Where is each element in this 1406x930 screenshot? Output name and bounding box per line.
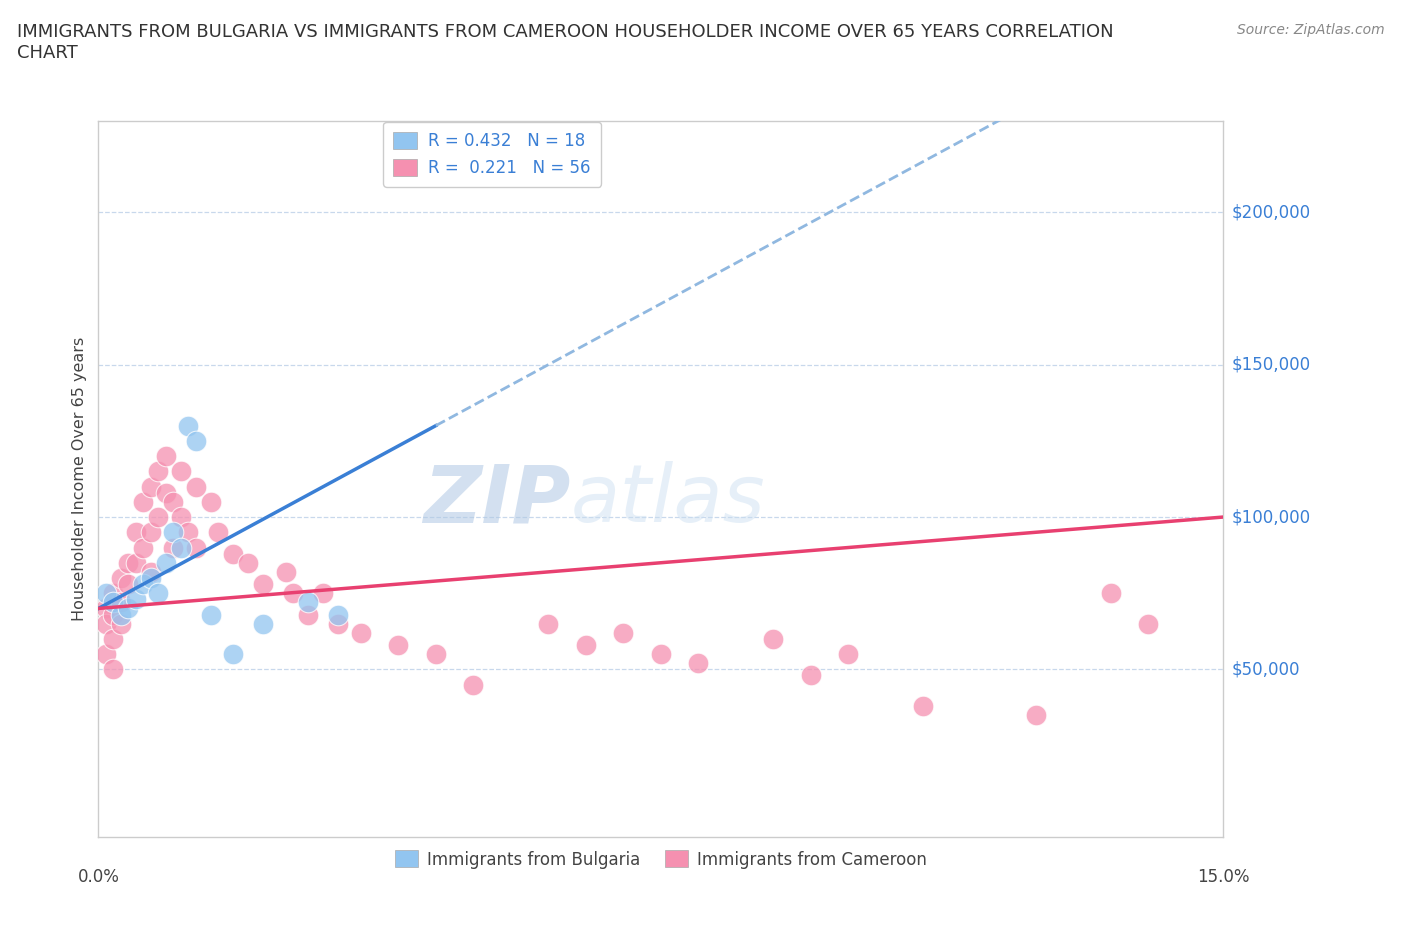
Point	[103, 662, 125, 677]
Point	[139, 565, 162, 579]
Point	[103, 586, 125, 601]
Text: $200,000: $200,000	[1232, 204, 1310, 221]
Point	[274, 565, 297, 579]
Point	[222, 546, 245, 561]
Point	[125, 525, 148, 539]
Point	[139, 479, 162, 494]
Point	[387, 638, 409, 653]
Text: ZIP: ZIP	[423, 461, 571, 539]
Point	[297, 607, 319, 622]
Point	[117, 577, 139, 591]
Point	[283, 586, 305, 601]
Text: 15.0%: 15.0%	[1197, 868, 1250, 885]
Point	[94, 601, 117, 616]
Point	[110, 607, 132, 622]
Point	[110, 595, 132, 610]
Point	[162, 525, 184, 539]
Point	[125, 555, 148, 570]
Point	[170, 464, 193, 479]
Point	[1099, 586, 1122, 601]
Point	[117, 555, 139, 570]
Point	[425, 646, 447, 661]
Point	[155, 448, 177, 463]
Point	[912, 698, 935, 713]
Point	[800, 668, 823, 683]
Point	[207, 525, 229, 539]
Point	[177, 418, 200, 433]
Point	[252, 617, 274, 631]
Point	[252, 577, 274, 591]
Point	[155, 555, 177, 570]
Point	[762, 631, 785, 646]
Point	[837, 646, 859, 661]
Point	[170, 510, 193, 525]
Point	[200, 607, 222, 622]
Point	[463, 677, 485, 692]
Point	[575, 638, 598, 653]
Text: 0.0%: 0.0%	[77, 868, 120, 885]
Point	[184, 433, 207, 448]
Point	[222, 646, 245, 661]
Point	[537, 617, 560, 631]
Text: $50,000: $50,000	[1232, 660, 1301, 678]
Point	[1025, 708, 1047, 723]
Point	[110, 617, 132, 631]
Point	[148, 586, 170, 601]
Point	[238, 555, 260, 570]
Point	[312, 586, 335, 601]
Point	[110, 570, 132, 585]
Point	[148, 510, 170, 525]
Point	[155, 485, 177, 500]
Point	[94, 617, 117, 631]
Point	[94, 586, 117, 601]
Point	[170, 540, 193, 555]
Point	[132, 495, 155, 510]
Point	[162, 540, 184, 555]
Point	[139, 525, 162, 539]
Point	[650, 646, 672, 661]
Point	[297, 595, 319, 610]
Point	[1137, 617, 1160, 631]
Point	[688, 656, 710, 671]
Point	[132, 540, 155, 555]
Point	[117, 601, 139, 616]
Point	[139, 570, 162, 585]
Point	[103, 631, 125, 646]
Y-axis label: Householder Income Over 65 years: Householder Income Over 65 years	[72, 337, 87, 621]
Point	[125, 591, 148, 606]
Point	[184, 540, 207, 555]
Text: atlas: atlas	[571, 461, 766, 539]
Legend: Immigrants from Bulgaria, Immigrants from Cameroon: Immigrants from Bulgaria, Immigrants fro…	[388, 844, 934, 875]
Text: $150,000: $150,000	[1232, 355, 1310, 374]
Point	[148, 464, 170, 479]
Point	[350, 625, 373, 640]
Text: $100,000: $100,000	[1232, 508, 1310, 526]
Point	[177, 525, 200, 539]
Point	[612, 625, 634, 640]
Point	[162, 495, 184, 510]
Point	[184, 479, 207, 494]
Text: IMMIGRANTS FROM BULGARIA VS IMMIGRANTS FROM CAMEROON HOUSEHOLDER INCOME OVER 65 : IMMIGRANTS FROM BULGARIA VS IMMIGRANTS F…	[17, 23, 1114, 62]
Point	[200, 495, 222, 510]
Point	[103, 607, 125, 622]
Point	[328, 607, 350, 622]
Point	[103, 595, 125, 610]
Point	[328, 617, 350, 631]
Text: Source: ZipAtlas.com: Source: ZipAtlas.com	[1237, 23, 1385, 37]
Point	[132, 577, 155, 591]
Point	[94, 646, 117, 661]
